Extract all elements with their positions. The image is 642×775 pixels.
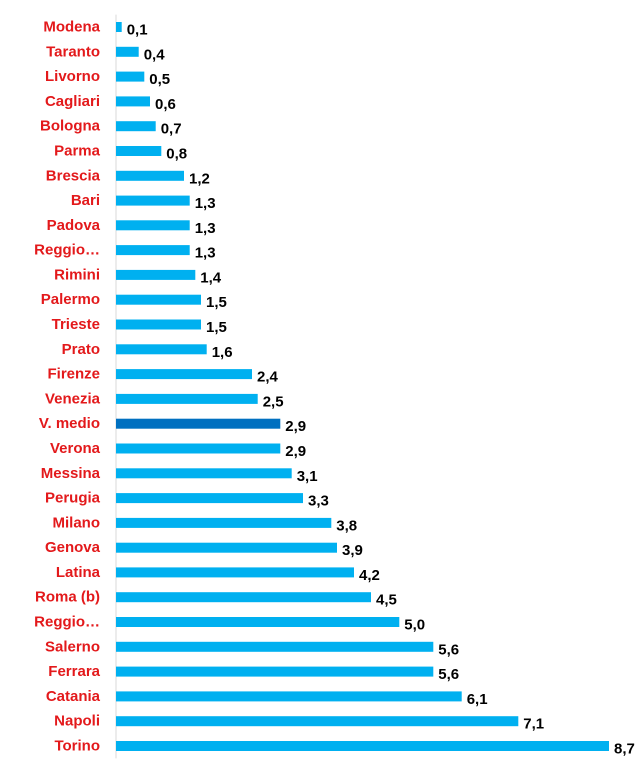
category-label: Padova [47,217,101,234]
bar [116,617,400,627]
bars-group [116,22,609,751]
bar [116,567,354,578]
category-label: Salerno [45,638,100,655]
value-label: 3,1 [297,468,318,485]
value-label: 0,8 [166,145,187,162]
category-label: Catania [46,688,101,705]
bar [116,641,434,652]
value-label: 2,9 [285,443,306,460]
bar [116,96,150,107]
value-label: 1,2 [189,170,210,187]
value-label: 2,4 [257,369,279,386]
value-label: 3,9 [342,542,363,559]
bar [116,592,371,603]
category-label: Reggio… [34,242,100,259]
category-label: Cagliari [45,93,100,110]
category-label: Palermo [41,291,100,308]
value-label: 1,4 [200,269,222,286]
bar [116,269,196,280]
category-label: Torino [54,738,100,755]
bar [116,245,190,256]
category-label: Milano [53,514,101,531]
value-label: 0,7 [161,121,182,138]
bar [116,468,292,479]
value-label: 1,5 [206,294,227,311]
bar [116,319,201,330]
bar [116,121,156,132]
value-label: 1,3 [195,245,216,262]
value-label: 0,5 [149,71,170,88]
value-label: 3,3 [308,493,329,510]
bar [116,71,145,82]
value-label: 5,6 [438,666,459,683]
value-labels-group: 0,1 0,4 0,5 0,6 0,7 0,81,2 1,3 1,3 1,3 1,4 1,5 1,5 1… [127,22,635,758]
bar [116,493,303,504]
value-label: 4,5 [376,592,397,609]
bar [116,716,519,727]
value-label: 4,2 [359,567,380,584]
category-label: Verona [50,440,101,457]
value-label: 0,6 [155,96,176,113]
category-label: Bologna [40,118,101,135]
bar [116,46,139,57]
category-label: Venezia [45,390,101,407]
value-label: 7,1 [523,716,544,733]
category-label: Roma (b) [35,589,100,606]
category-labels-group: Modena Taranto Livorno Cagliari Bologna Parma… [34,19,101,755]
bar [116,443,281,454]
value-label: 0,1 [127,22,148,39]
bar [116,146,162,156]
bar [116,542,337,553]
bar [116,691,462,702]
bar [116,393,258,404]
bar [116,294,201,305]
bar [116,220,190,231]
bar [116,344,207,355]
category-label: Ferrara [48,663,100,680]
value-label: 0,4 [144,46,166,63]
value-label: 1,5 [206,319,227,336]
category-label: Parma [54,142,101,159]
value-label: 2,5 [263,393,284,410]
value-label: 5,0 [404,617,425,634]
category-label: Rimini [54,266,100,283]
bar [116,418,281,429]
category-label: Modena [43,19,100,36]
category-label: Prato [62,341,100,358]
value-label: 5,6 [438,641,459,658]
category-label: Genova [45,539,101,556]
value-label: 1,3 [195,220,216,237]
category-label: V. medio [39,415,100,432]
category-label: Bari [71,192,100,209]
category-label: Latina [56,564,101,581]
value-label: 8,7 [614,741,635,758]
category-label: Livorno [45,68,100,85]
bar [116,195,190,206]
bar [116,741,609,751]
category-label: Trieste [52,316,100,333]
category-label: Napoli [54,713,100,730]
category-label: Reggio… [34,614,100,631]
bar [116,369,252,380]
category-label: Brescia [46,167,101,184]
bar [116,22,122,32]
category-label: Perugia [45,490,101,507]
value-label: 3,8 [336,517,357,534]
value-label: 1,6 [212,344,233,361]
category-label: Taranto [46,43,100,60]
bar [116,666,434,677]
bar [116,517,332,528]
value-label: 6,1 [467,691,488,708]
value-label: 1,3 [195,195,216,212]
category-label: Messina [41,465,101,482]
category-label: Firenze [47,366,100,383]
bar [116,170,184,181]
value-label: 2,9 [285,418,306,435]
